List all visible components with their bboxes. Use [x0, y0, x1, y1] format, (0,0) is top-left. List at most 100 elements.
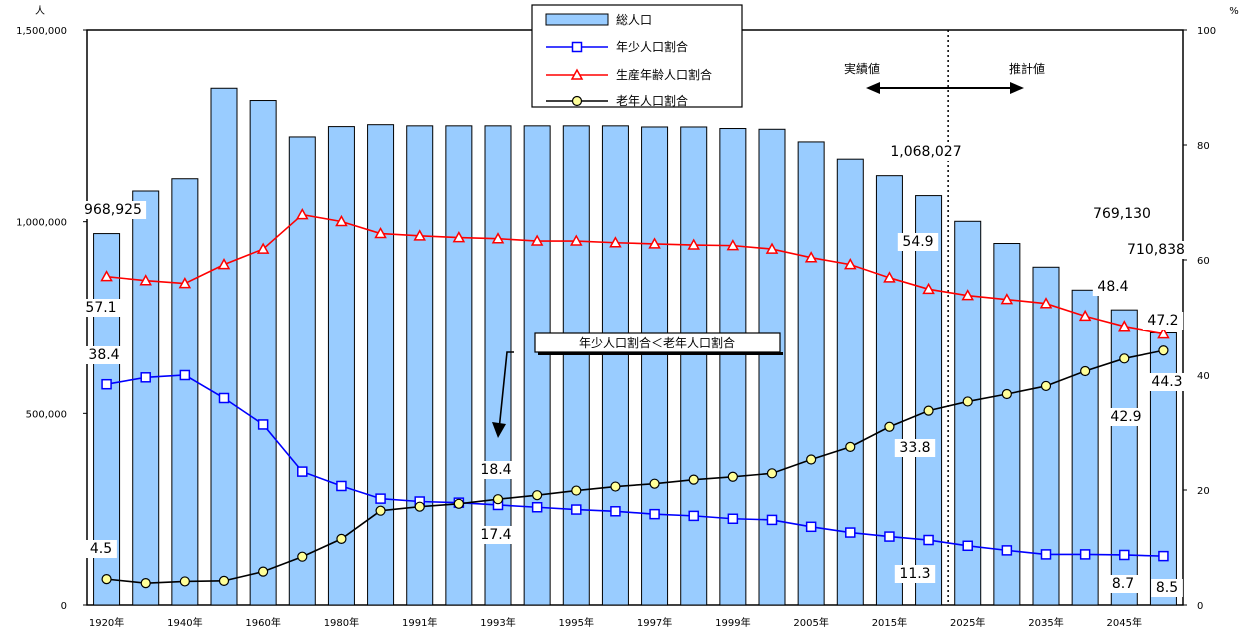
data-point: [1118, 320, 1131, 332]
label-work-2020: 54.9: [902, 234, 933, 250]
annotations-group: 968,925 1,068,027 769,130 710,838 57.1 38.4 4.…: [79, 61, 1190, 597]
data-point: [570, 234, 583, 246]
legend-label: 年少人口割合: [616, 39, 688, 54]
series-line: [106, 213, 1164, 335]
bar: [601, 125, 629, 606]
data-point: [766, 514, 778, 526]
data-point: [727, 513, 739, 524]
label-old-1993: 18.4: [480, 462, 511, 478]
data-point: [923, 405, 934, 416]
crossover-arrowhead: [492, 422, 506, 438]
actual-label: 実績値: [844, 61, 880, 76]
bar: [210, 87, 238, 606]
data-point: [375, 505, 386, 516]
label-pop-1920: 968,925: [84, 202, 142, 218]
data-point: [649, 508, 660, 520]
label-work-2045: 48.4: [1097, 279, 1128, 295]
data-point: [1157, 327, 1170, 339]
data-point: [688, 474, 699, 485]
data-point: [374, 227, 387, 239]
bar: [1032, 266, 1060, 606]
data-point: [884, 531, 895, 542]
data-point: [610, 506, 621, 517]
data-point: [962, 540, 973, 552]
data-point: [178, 277, 192, 289]
data-point: [1001, 545, 1013, 556]
label-old-2020-bg: [894, 439, 936, 457]
bar: [523, 125, 551, 606]
right-axis-tick-label: 100: [1197, 26, 1216, 37]
data-point: [336, 533, 347, 544]
x-axis-tick-label: 1995年: [559, 616, 594, 629]
crossover-callout-text: 年少人口割合＜老年人口割合: [579, 335, 735, 350]
left-axis-tick-label: 1,500,000: [16, 26, 67, 37]
label-old-2050-bg: [1146, 373, 1188, 391]
label-old-2045-bg: [1105, 408, 1147, 426]
data-point: [1158, 550, 1169, 562]
label-pop-2045-bg: [1088, 205, 1156, 223]
data-point: [375, 493, 386, 504]
label-young-1993: 17.4: [480, 527, 511, 543]
data-point: [609, 236, 622, 248]
data-point: [962, 396, 973, 407]
data-point: [688, 510, 699, 522]
left-axis-tick-label: 500,000: [26, 409, 67, 420]
x-axis-tick-label: 2035年: [1028, 616, 1063, 629]
data-point: [687, 238, 700, 250]
right-axis-tick-label: 80: [1197, 141, 1210, 152]
data-point: [923, 534, 934, 546]
data-point: [179, 576, 190, 587]
data-point: [140, 578, 151, 589]
bar: [484, 125, 512, 606]
data-point: [1001, 388, 1012, 400]
label-young-1920-bg: [83, 346, 125, 364]
x-axis-tick-label: 1991年: [402, 616, 437, 629]
data-point: [727, 471, 738, 482]
x-axis-tick-label: 1940年: [167, 616, 202, 629]
data-point: [492, 494, 504, 505]
data-point: [1040, 380, 1052, 392]
label-old-2020: 33.8: [899, 440, 930, 456]
data-point: [413, 229, 426, 241]
label-pop-2050-bg: [1122, 241, 1190, 259]
data-point: [179, 369, 191, 381]
bar: [367, 124, 395, 606]
bar: [562, 125, 590, 606]
data-point: [649, 478, 660, 489]
data-point: [414, 501, 425, 512]
label-old-1993-bg: [475, 461, 517, 479]
left-axis-tick-label: 1,000,000: [16, 218, 67, 229]
bar: [641, 126, 669, 606]
label-young-1920: 38.4: [88, 347, 119, 363]
bar: [445, 125, 473, 606]
data-point: [1078, 309, 1092, 322]
bar: [171, 178, 199, 606]
data-point: [844, 258, 857, 270]
data-point: [765, 242, 779, 254]
data-point: [531, 502, 543, 513]
data-point: [805, 521, 817, 533]
data-point: [452, 231, 466, 243]
label-pop-2050: 710,838: [1127, 242, 1185, 258]
data-point: [1040, 549, 1052, 560]
bar: [758, 128, 786, 606]
data-point: [845, 527, 856, 538]
data-point: [726, 239, 740, 251]
label-pop-1920-bg: [79, 201, 147, 219]
data-point: [296, 208, 309, 220]
label-pop-2045: 769,130: [1093, 206, 1151, 222]
bar: [719, 128, 747, 606]
right-axis-tick-label: 0: [1197, 601, 1203, 612]
x-axis-tick-label: 2025年: [950, 616, 985, 629]
data-point: [571, 504, 582, 515]
legend-marker: [571, 95, 583, 107]
data-point: [101, 378, 112, 390]
label-pop-2020-bg: [881, 143, 971, 161]
data-point: [884, 421, 895, 432]
data-point: [297, 551, 308, 562]
data-point: [257, 419, 269, 430]
label-work-2050-bg: [1142, 312, 1184, 330]
x-axis-tick-label: 2045年: [1107, 616, 1142, 629]
data-point: [845, 441, 856, 452]
